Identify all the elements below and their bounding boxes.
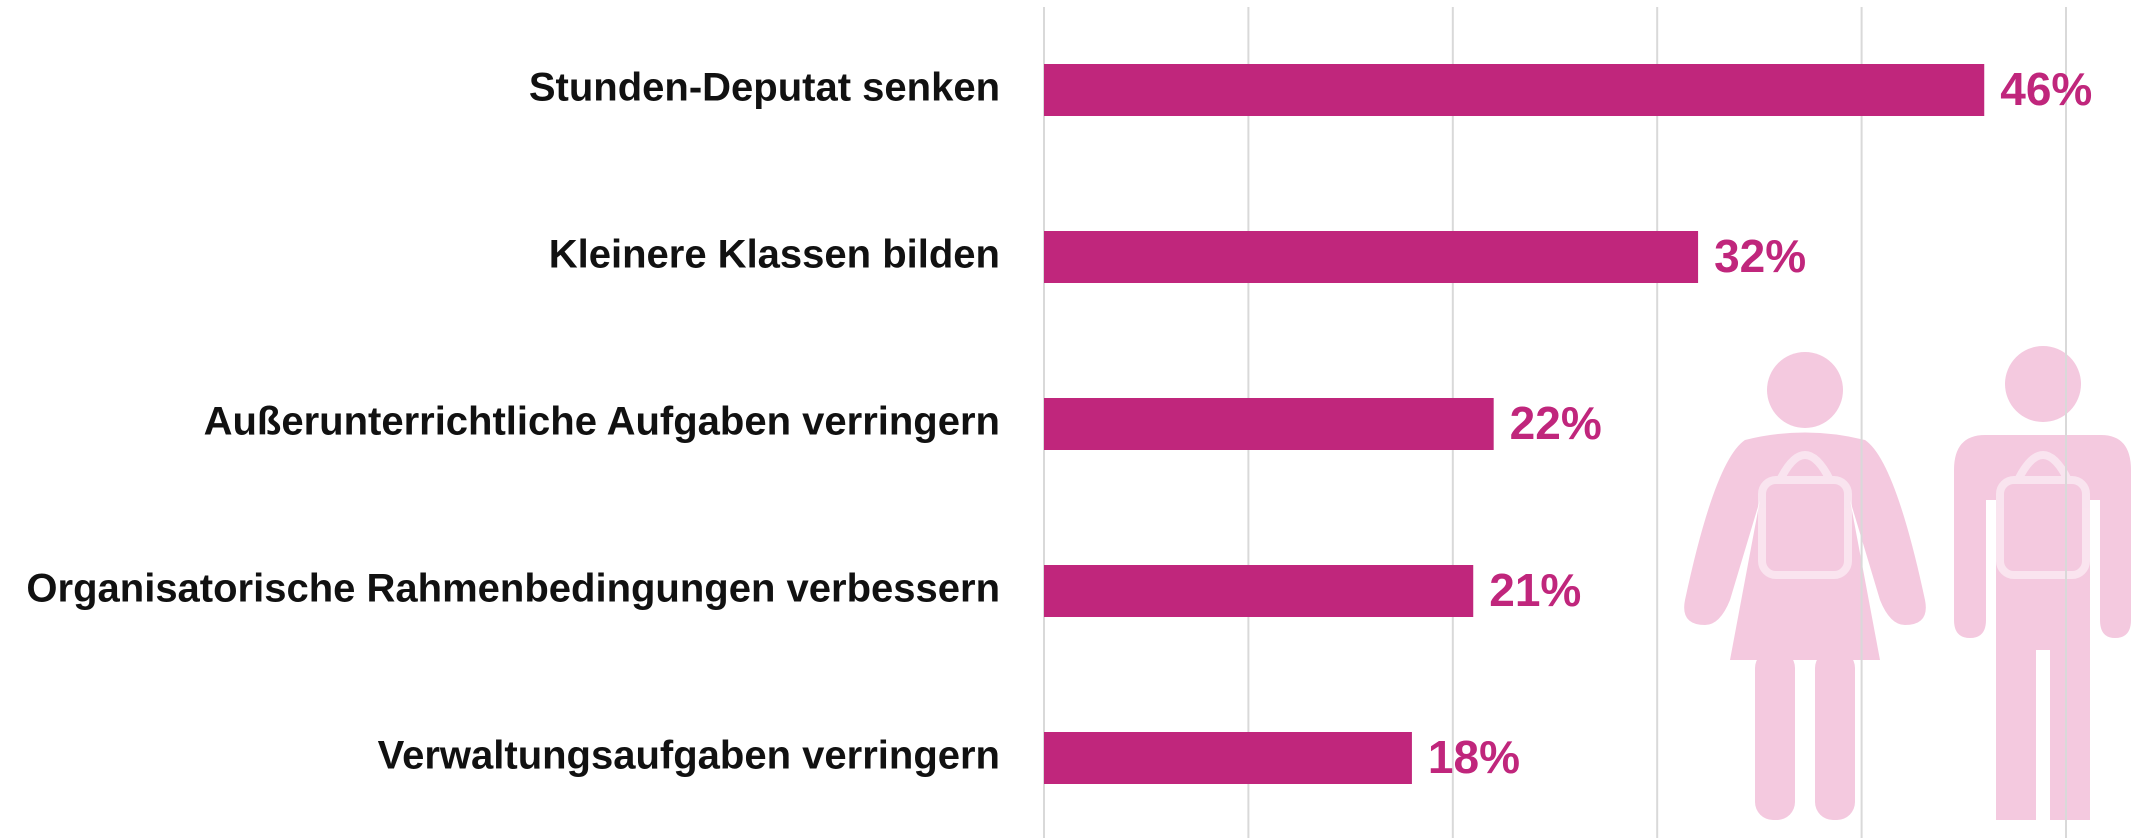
decoration-figures [1684,346,2131,820]
bar [1044,231,1699,283]
category-label: Organisatorische Rahmenbedingungen verbe… [26,567,1000,611]
value-label: 18% [1428,731,1520,783]
category-label: Stunden-Deputat senken [529,66,1000,110]
category-label: Verwaltungsaufgaben verringern [378,734,1000,778]
bar [1044,732,1412,784]
value-label: 21% [1489,564,1581,616]
bar [1044,64,1985,116]
category-label: Kleinere Klassen bilden [549,233,1000,277]
value-label: 22% [1510,397,1602,449]
bar [1044,398,1494,450]
value-label: 32% [1714,230,1806,282]
category-label: Außerunterrichtliche Aufgaben verringern [204,400,1000,444]
bar [1044,565,1474,617]
value-label: 46% [2000,63,2092,115]
